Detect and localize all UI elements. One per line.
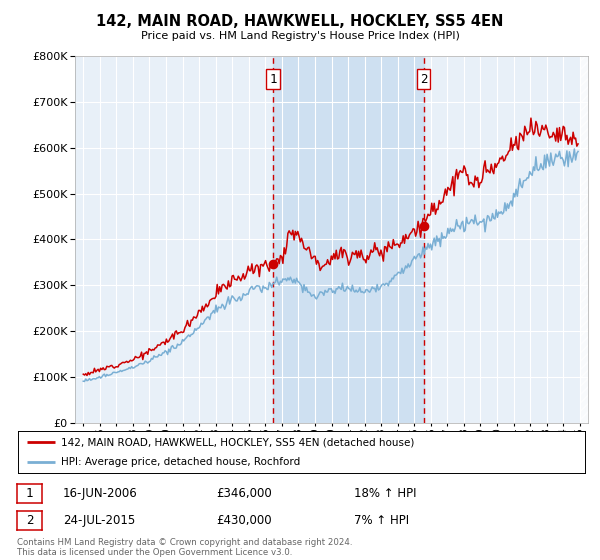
Text: 142, MAIN ROAD, HAWKWELL, HOCKLEY, SS5 4EN (detached house): 142, MAIN ROAD, HAWKWELL, HOCKLEY, SS5 4… [61,437,414,447]
Bar [273,56,424,423]
Bar [580,56,588,423]
Text: 2: 2 [420,72,427,86]
Text: 142, MAIN ROAD, HAWKWELL, HOCKLEY, SS5 4EN: 142, MAIN ROAD, HAWKWELL, HOCKLEY, SS5 4… [97,14,503,29]
Text: 7% ↑ HPI: 7% ↑ HPI [354,514,409,528]
Text: HPI: Average price, detached house, Rochford: HPI: Average price, detached house, Roch… [61,457,300,466]
Text: 1: 1 [269,72,277,86]
Text: £430,000: £430,000 [216,514,272,528]
Text: £346,000: £346,000 [216,487,272,501]
Text: Price paid vs. HM Land Registry's House Price Index (HPI): Price paid vs. HM Land Registry's House … [140,31,460,41]
Text: 1: 1 [26,487,33,501]
Text: Contains HM Land Registry data © Crown copyright and database right 2024.
This d: Contains HM Land Registry data © Crown c… [17,538,352,557]
Text: 24-JUL-2015: 24-JUL-2015 [63,514,135,528]
Text: 2: 2 [26,514,33,528]
Text: 18% ↑ HPI: 18% ↑ HPI [354,487,416,501]
Text: 16-JUN-2006: 16-JUN-2006 [63,487,138,501]
